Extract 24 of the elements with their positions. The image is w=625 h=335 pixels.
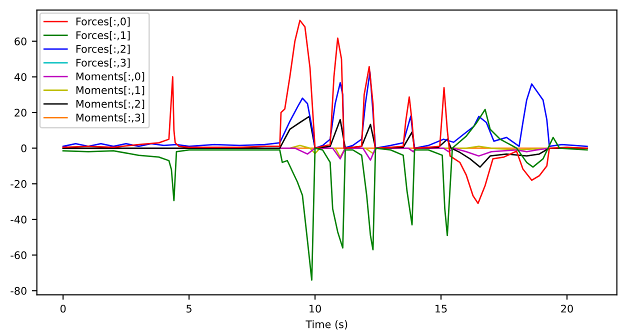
y-tick-label: 20 — [14, 108, 26, 117]
line-series — [62, 71, 588, 149]
legend-label: Forces[:,3] — [76, 58, 130, 68]
line-series — [62, 108, 588, 281]
legend-label: Moments[:,3] — [76, 113, 144, 123]
x-tick-label: 20 — [561, 304, 573, 313]
legend-label: Moments[:,1] — [76, 86, 144, 96]
y-tick-label: 40 — [14, 73, 26, 81]
y-tick-label: -60 — [10, 251, 26, 260]
legend-label: Forces[:,1] — [76, 31, 130, 40]
legend-label: Forces[:,0] — [76, 17, 130, 27]
x-tick-label: 5 — [186, 304, 192, 313]
y-tick-label: -20 — [10, 180, 26, 188]
legend-label: Moments[:,2] — [76, 100, 144, 109]
x-tick-label: 10 — [310, 304, 321, 313]
y-tick-label: 0 — [21, 144, 26, 152]
y-tick-label: -80 — [10, 286, 26, 295]
y-tick-label: -40 — [10, 216, 26, 224]
y-tick-label: 60 — [14, 37, 26, 46]
x-tick-label: 15 — [436, 304, 447, 313]
legend-label: Moments[:,0] — [76, 72, 144, 82]
x-axis-title: Time (s) — [306, 320, 348, 330]
legend-label: Forces[:,2] — [76, 44, 130, 54]
x-tick-label: 0 — [60, 304, 66, 313]
